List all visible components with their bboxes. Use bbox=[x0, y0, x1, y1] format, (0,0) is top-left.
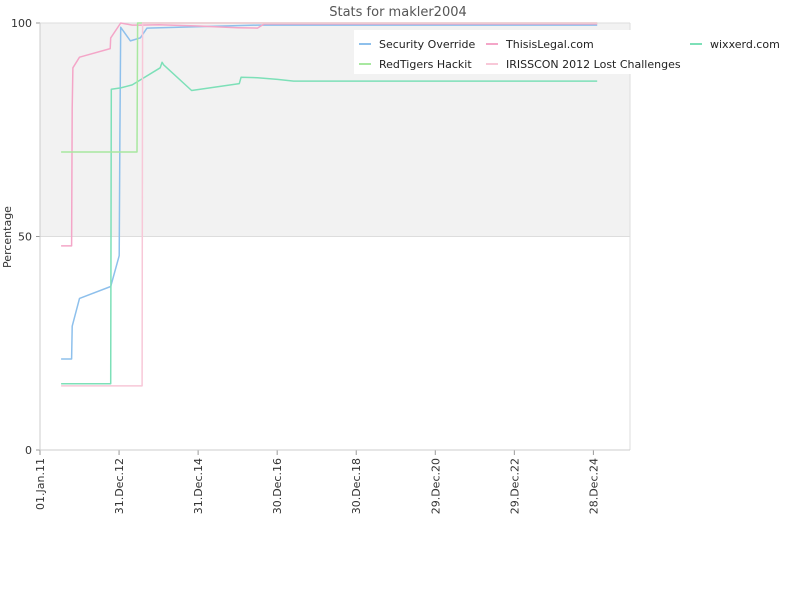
legend[interactable]: Security Override ThisisLegal.com wixxerd.… bbox=[354, 30, 784, 74]
legend-item-label[interactable]: wixxerd.com bbox=[710, 38, 780, 51]
legend-item-label[interactable]: ThisisLegal.com bbox=[505, 38, 594, 51]
axes: 0 50 100 01.Jan.11 31.Dec.12 31.Dec.14 30.Dec.… bbox=[11, 17, 631, 514]
series-line-security-override bbox=[61, 24, 598, 360]
y-axis-label: Percentage bbox=[1, 206, 14, 268]
series-line-irisscon-2012-lost-challenges bbox=[61, 22, 598, 387]
y-tick-label: 100 bbox=[11, 17, 32, 30]
legend-item-label[interactable]: RedTigers Hackit bbox=[379, 58, 472, 71]
y-tick-label: 0 bbox=[25, 444, 32, 457]
x-tick-label: 01.Jan.11 bbox=[34, 458, 47, 510]
series-layer bbox=[61, 22, 598, 387]
legend-item-label[interactable]: IRISSCON 2012 Lost Challenges bbox=[506, 58, 681, 71]
x-tick-label: 29.Dec.22 bbox=[508, 458, 521, 514]
y-tick-label: 50 bbox=[18, 231, 32, 244]
x-tick-label: 31.Dec.12 bbox=[113, 458, 126, 514]
x-tick-label: 29.Dec.20 bbox=[429, 458, 442, 514]
x-tick-label: 28.Dec.24 bbox=[587, 458, 600, 514]
legend-background bbox=[354, 30, 784, 74]
series-line-thisislegal-com bbox=[61, 22, 598, 247]
legend-item-label[interactable]: Security Override bbox=[379, 38, 475, 51]
x-tick-label: 30.Dec.18 bbox=[350, 458, 363, 514]
x-tick-label: 30.Dec.16 bbox=[271, 458, 284, 514]
x-tick-label: 31.Dec.14 bbox=[192, 458, 205, 514]
series-line-wixxerd-com bbox=[61, 61, 598, 385]
chart-title: Stats for makler2004 bbox=[329, 5, 467, 20]
